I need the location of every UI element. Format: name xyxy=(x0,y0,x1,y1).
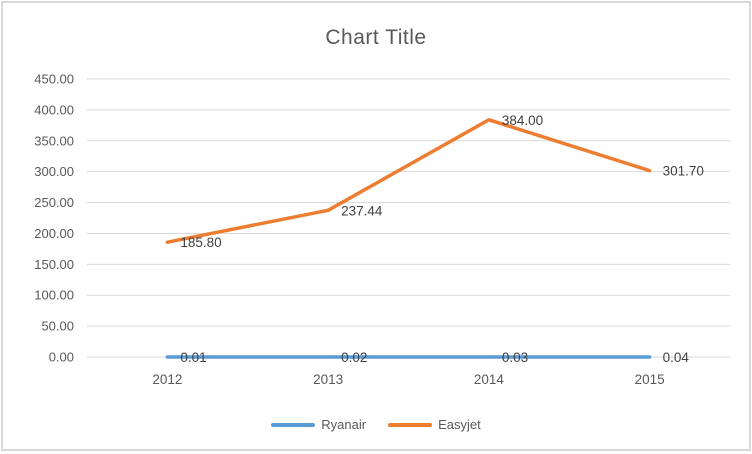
y-axis-tick-label: 50.00 xyxy=(41,319,74,334)
legend-item-ryanair[interactable]: Ryanair xyxy=(271,417,366,432)
legend-line-swatch xyxy=(388,423,432,427)
y-axis-tick-label: 400.00 xyxy=(34,102,74,117)
data-label-easyjet: 384.00 xyxy=(502,113,543,128)
y-axis-tick-label: 100.00 xyxy=(34,288,74,303)
data-label-ryanair: 0.02 xyxy=(341,350,367,365)
data-label-easyjet: 237.44 xyxy=(341,203,383,218)
y-axis-tick-label: 200.00 xyxy=(34,226,74,241)
y-axis-tick-label: 300.00 xyxy=(34,164,74,179)
data-label-ryanair: 0.04 xyxy=(663,350,690,365)
x-axis-tick-label: 2013 xyxy=(313,372,343,387)
y-axis-tick-label: 0.00 xyxy=(49,350,74,365)
legend-item-easyjet[interactable]: Easyjet xyxy=(388,417,481,432)
y-axis-tick-label: 350.00 xyxy=(34,133,74,148)
data-label-easyjet: 185.80 xyxy=(180,235,221,250)
series-line-easyjet xyxy=(167,120,649,242)
legend-item-label: Easyjet xyxy=(438,417,481,432)
chart-title: Chart Title xyxy=(3,26,749,50)
data-label-ryanair: 0.01 xyxy=(180,350,206,365)
y-axis-tick-label: 150.00 xyxy=(34,257,74,272)
legend-item-label: Ryanair xyxy=(321,417,366,432)
y-axis-tick-label: 250.00 xyxy=(34,195,74,210)
x-axis-tick-label: 2012 xyxy=(152,372,182,387)
data-label-ryanair: 0.03 xyxy=(502,350,528,365)
x-axis-tick-label: 2014 xyxy=(474,372,505,387)
x-axis-tick-label: 2015 xyxy=(635,372,665,387)
legend-line-swatch xyxy=(271,423,315,427)
chart-legend: Ryanair Easyjet xyxy=(3,417,749,432)
data-label-easyjet: 301.70 xyxy=(663,164,704,179)
y-axis-tick-label: 450.00 xyxy=(34,72,74,87)
